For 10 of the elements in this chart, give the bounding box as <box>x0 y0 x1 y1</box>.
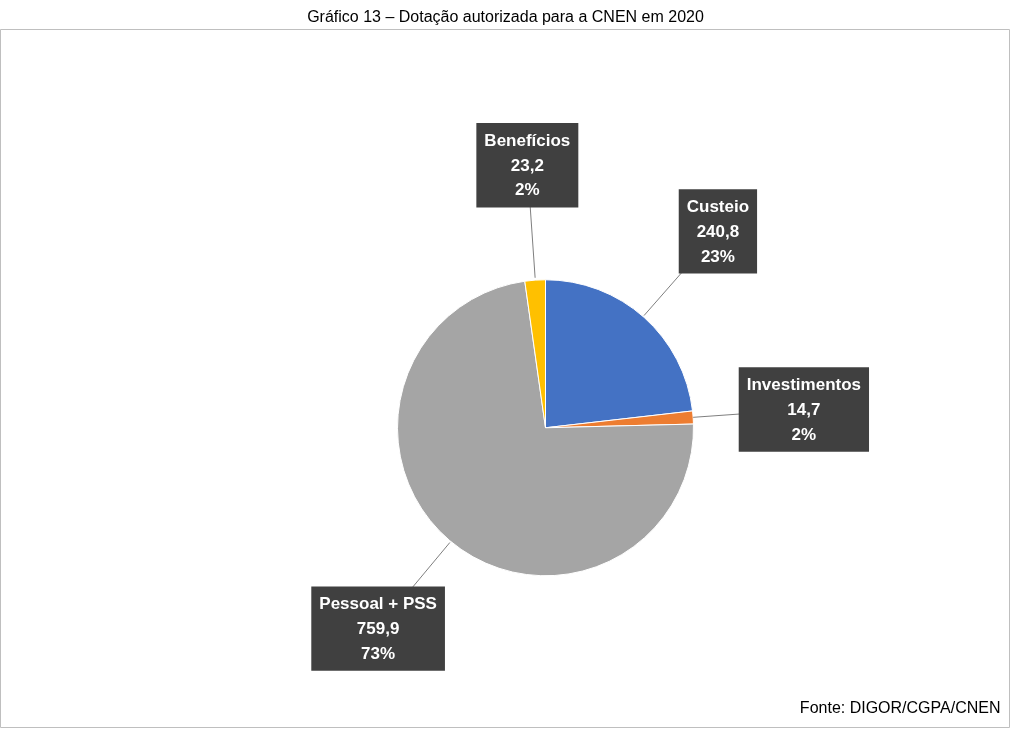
slice-label: Custeio <box>686 197 750 217</box>
data-label: 14,7 2% <box>787 399 821 444</box>
source-note: Fonte: DIGOR/CGPA/CNEN <box>799 699 1001 717</box>
data-label: 240,8 23% <box>696 221 740 266</box>
slice-label: Pessoal + PSS <box>319 594 437 614</box>
slice-label: Investimentos <box>746 375 862 395</box>
slice-label: Benefícios <box>484 131 571 151</box>
chart-title: Gráfico 13 – Dotação autorizada para a CNEN em 2020 <box>307 7 704 25</box>
data-label: 23,2 2% <box>510 155 544 200</box>
data-label: 759,9 73% <box>356 619 400 663</box>
